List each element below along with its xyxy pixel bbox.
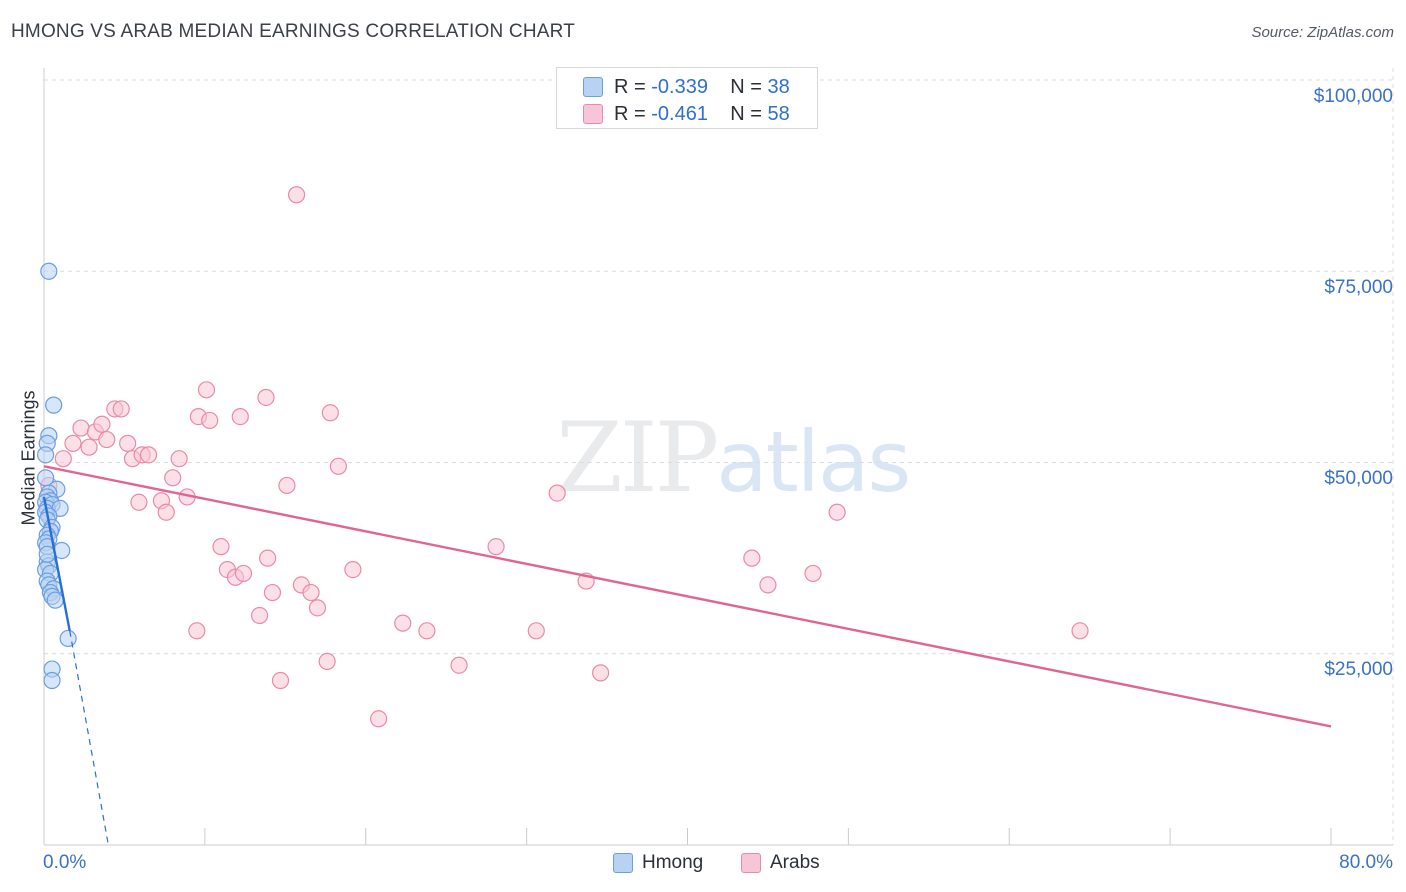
- arabs-stats: R = -0.461 N = 58: [614, 103, 790, 125]
- chart-title: HMONG VS ARAB MEDIAN EARNINGS CORRELATIO…: [11, 21, 575, 42]
- arabs-point-24: [212, 538, 230, 556]
- arabs-trend-line: [43, 465, 1332, 728]
- legend-item-hmong[interactable]: Hmong: [613, 852, 703, 874]
- arabs-point-17: [157, 503, 175, 521]
- hmong-trend-extension: [69, 630, 109, 846]
- arabs-point-29: [257, 388, 275, 407]
- arabs-point-15: [130, 493, 148, 511]
- hmong-trend-line: [42, 496, 71, 632]
- arabs-n-value: 58: [767, 103, 790, 125]
- arabs-point-52: [759, 576, 777, 594]
- arabs-point-27: [234, 564, 253, 583]
- arabs-point-4: [72, 419, 90, 437]
- x-tick-end: 80.0%: [1339, 852, 1393, 873]
- arabs-point-57: [287, 186, 306, 204]
- arabs-point-48: [548, 484, 566, 502]
- y-axis-label: Median Earnings: [18, 390, 39, 526]
- arabs-point-35: [302, 583, 320, 602]
- arabs-point-19: [164, 469, 182, 487]
- arabs-point-5: [80, 438, 98, 456]
- arabs-point-41: [318, 652, 336, 671]
- arabs-point-2: [54, 450, 72, 468]
- arabs-point-31: [250, 606, 269, 625]
- arabs-point-51: [743, 549, 761, 567]
- hmong-point-1: [45, 396, 63, 414]
- legend-hmong-swatch: [613, 853, 633, 873]
- hmong-swatch: [583, 77, 603, 97]
- arabs-swatch: [583, 104, 603, 124]
- arabs-point-23: [197, 381, 216, 399]
- legend-arabs-label: Arabs: [770, 852, 820, 873]
- arabs-point-18: [170, 450, 188, 468]
- arabs-point-11: [119, 434, 137, 452]
- series-legend: Hmong Arabs: [0, 852, 1406, 878]
- legend-item-arabs[interactable]: Arabs: [741, 852, 820, 874]
- legend-arabs-swatch: [741, 853, 761, 873]
- hmong-point-4: [37, 446, 55, 464]
- legend-hmong-label: Hmong: [642, 852, 704, 873]
- arabs-r-value: -0.461: [651, 103, 708, 125]
- arabs-point-55: [1071, 622, 1089, 640]
- hmong-point-34: [59, 629, 77, 648]
- hmong-point-0: [40, 262, 58, 280]
- arabs-point-56: [188, 622, 206, 640]
- arabs-point-14: [139, 446, 158, 464]
- arabs-point-22: [201, 411, 219, 430]
- arabs-point-7: [93, 415, 111, 433]
- hmong-point-33: [46, 591, 64, 609]
- arabs-point-28: [231, 408, 249, 426]
- arabs-point-50: [592, 664, 610, 682]
- y-tick-25000: $25,000: [1324, 659, 1393, 680]
- y-tick-50000: $50,000: [1324, 468, 1393, 489]
- arabs-point-30: [259, 549, 277, 567]
- arabs-point-42: [370, 710, 388, 728]
- arabs-point-10: [112, 400, 130, 418]
- arabs-point-39: [344, 560, 362, 579]
- arabs-point-8: [98, 430, 116, 449]
- source-label: Source: ZipAtlas.com: [1251, 24, 1394, 41]
- arabs-point-33: [278, 476, 296, 495]
- arabs-point-46: [487, 538, 505, 556]
- hmong-stats: R = -0.339 N = 38: [614, 76, 790, 98]
- arabs-point-36: [308, 599, 327, 617]
- hmong-n-value: 38: [767, 76, 790, 98]
- arabs-point-47: [527, 622, 545, 640]
- x-tick-start: 0.0%: [43, 852, 87, 873]
- hmong-r-value: -0.339: [651, 76, 708, 98]
- arabs-point-53: [804, 564, 822, 583]
- arabs-point-40: [271, 671, 290, 690]
- arabs-point-45: [450, 656, 468, 674]
- arabs-point-43: [394, 614, 412, 632]
- arabs-point-38: [329, 457, 348, 475]
- arabs-point-44: [418, 622, 436, 640]
- y-tick-100000: $100,000: [1313, 86, 1393, 107]
- arabs-point-37: [321, 404, 339, 422]
- arabs-point-54: [828, 503, 846, 521]
- y-tick-75000: $75,000: [1324, 277, 1393, 298]
- arabs-point-32: [263, 583, 282, 602]
- hmong-point-36: [43, 671, 61, 690]
- arabs-point-3: [64, 434, 82, 452]
- stats-legend: R = -0.339 N = 38 R = -0.461 N = 58: [556, 67, 818, 129]
- watermark-zip: ZIP: [556, 402, 719, 514]
